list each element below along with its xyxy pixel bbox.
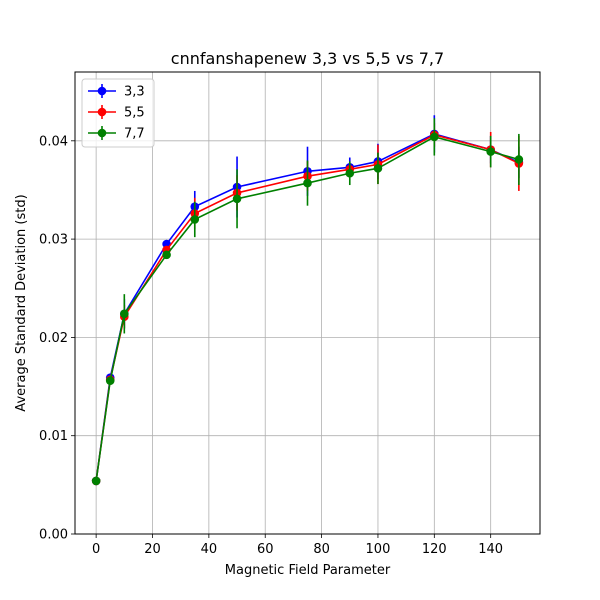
x-tick-label: 140 bbox=[478, 542, 503, 557]
x-tick-label: 120 bbox=[422, 542, 447, 557]
y-tick-label: 0.03 bbox=[39, 233, 68, 248]
y-tick-label: 0.04 bbox=[39, 134, 68, 149]
series-line bbox=[95, 136, 520, 482]
data-point bbox=[105, 376, 115, 385]
plot-frame bbox=[74, 71, 541, 535]
legend-marker bbox=[97, 86, 107, 96]
axis-ticks: 0 20 40 60 80 100 120 140 0.00 0.01 0.02 0.03 0.04 bbox=[39, 134, 503, 557]
legend: 3,3 5,5 7,7 bbox=[81, 78, 155, 148]
data-point bbox=[190, 215, 200, 224]
data-point bbox=[486, 147, 495, 156]
legend-label: 5,5 bbox=[124, 106, 145, 121]
data-point bbox=[514, 155, 524, 164]
x-tick-label: 0 bbox=[92, 542, 100, 557]
legend-label: 3,3 bbox=[124, 85, 145, 100]
x-tick-label: 40 bbox=[201, 542, 218, 557]
data-point bbox=[162, 250, 171, 260]
x-tick-label: 60 bbox=[257, 542, 274, 557]
legend-label: 7,7 bbox=[124, 127, 145, 142]
legend-marker bbox=[97, 128, 107, 138]
series-layer bbox=[91, 115, 524, 486]
y-tick-label: 0.02 bbox=[39, 331, 68, 346]
data-point bbox=[232, 194, 242, 204]
series-7-7 bbox=[91, 118, 524, 486]
data-point bbox=[120, 309, 129, 319]
y-tick-label: 0.00 bbox=[39, 528, 68, 543]
chart-title: cnnfanshapenew 3,3 vs 5,5 vs 7,7 bbox=[171, 49, 444, 68]
x-tick-label: 20 bbox=[144, 542, 161, 557]
x-axis-label: Magnetic Field Parameter bbox=[225, 563, 391, 578]
y-tick-label: 0.01 bbox=[39, 429, 68, 444]
y-axis-label: Average Standard Deviation (std) bbox=[14, 194, 29, 411]
data-point bbox=[345, 168, 355, 178]
x-tick-label: 80 bbox=[313, 542, 330, 557]
legend-marker bbox=[97, 107, 107, 117]
x-tick-label: 100 bbox=[366, 542, 391, 557]
data-point bbox=[373, 164, 383, 173]
data-point bbox=[430, 132, 439, 142]
data-point bbox=[91, 476, 101, 486]
data-point bbox=[303, 178, 312, 188]
